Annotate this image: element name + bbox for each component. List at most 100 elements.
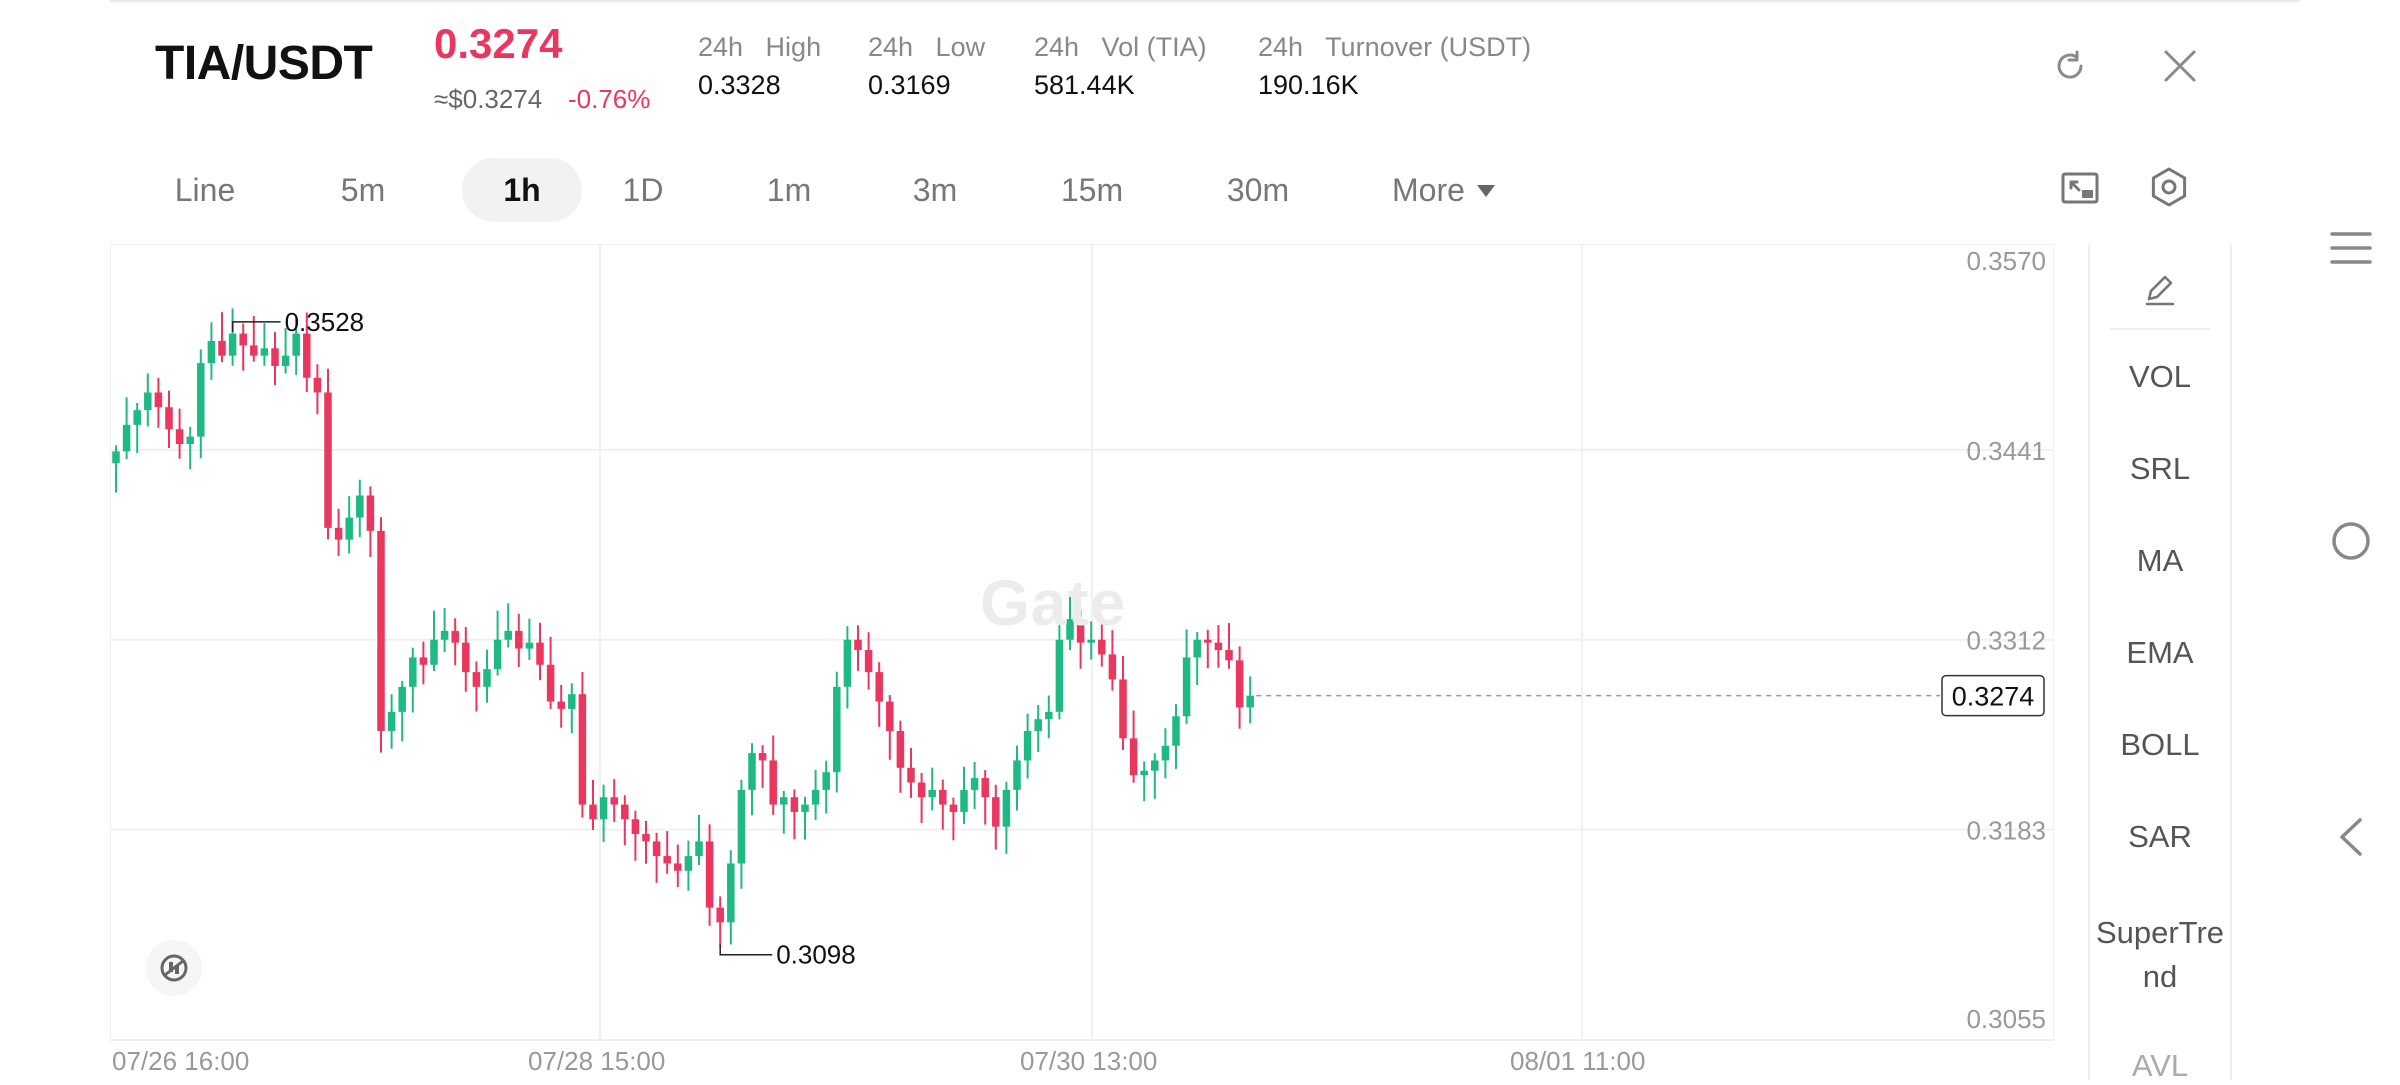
- chart-type-icon[interactable]: [146, 940, 202, 996]
- refresh-icon[interactable]: [2048, 44, 2092, 88]
- x-tick-label: 07/28 15:00: [528, 1046, 665, 1076]
- candle-body: [1172, 716, 1180, 746]
- tab-5m[interactable]: 5m: [340, 172, 386, 208]
- candle-body: [907, 767, 915, 783]
- indicator-boll[interactable]: BOLL: [2120, 727, 2200, 762]
- more-label: More: [1392, 172, 1465, 208]
- candle-body: [854, 639, 862, 651]
- indicator-avl[interactable]: AVL: [2131, 1048, 2189, 1083]
- change-percent: -0.76%: [568, 84, 651, 114]
- candle-body: [271, 348, 279, 366]
- candle-body: [1013, 760, 1021, 790]
- y-tick-label: 0.3055: [1966, 1004, 2046, 1034]
- indicator-ma[interactable]: MA: [2136, 543, 2184, 578]
- candle-body: [992, 797, 1000, 827]
- more-dropdown[interactable]: More: [1392, 158, 1512, 222]
- stat-24h-volume: 24h Vol (TIA) 581.44K: [1034, 32, 1207, 101]
- candle-body: [430, 639, 438, 665]
- indicator-srl[interactable]: SRL: [2129, 451, 2191, 486]
- menu-icon[interactable]: [2330, 230, 2372, 271]
- candle-body: [281, 355, 290, 366]
- candle-body: [769, 760, 777, 805]
- candle-body: [875, 672, 883, 702]
- indicator-vol[interactable]: VOL: [2128, 359, 2192, 394]
- tab-1d[interactable]: 1D: [622, 172, 664, 208]
- close-icon[interactable]: [2158, 44, 2202, 88]
- candle-body: [917, 782, 926, 798]
- candle-body: [695, 841, 703, 857]
- candle-body: [525, 642, 534, 649]
- settings-icon[interactable]: [2146, 164, 2192, 210]
- indicator-supertrend[interactable]: SuperTrend: [2095, 915, 2225, 994]
- candle-body: [1066, 619, 1074, 640]
- candle-body: [292, 333, 300, 356]
- candle-body: [1108, 654, 1117, 680]
- fullscreen-icon[interactable]: [2058, 166, 2102, 210]
- candle-body: [864, 650, 873, 673]
- back-icon[interactable]: [2336, 816, 2366, 863]
- candle-body: [589, 804, 597, 820]
- candle-body: [186, 436, 194, 444]
- candle-body: [250, 345, 258, 356]
- candle-body: [504, 630, 512, 640]
- candle-body: [674, 863, 682, 871]
- candle-body: [1246, 695, 1254, 708]
- stat-value: 190.16K: [1258, 70, 1359, 100]
- candle-body: [758, 753, 767, 761]
- tab-line[interactable]: Line: [174, 172, 236, 208]
- home-icon[interactable]: [2330, 520, 2372, 567]
- candle-body: [705, 841, 714, 908]
- y-tick-label: 0.3183: [1966, 816, 2046, 846]
- candle-body: [1140, 770, 1148, 776]
- low-marker-line: [719, 944, 773, 956]
- candle-body: [1129, 738, 1138, 776]
- pencil-icon[interactable]: [2138, 268, 2182, 312]
- candle-body: [780, 797, 788, 805]
- candle-body: [684, 856, 693, 871]
- candle-body: [1204, 639, 1212, 643]
- candle-body: [409, 657, 417, 687]
- candle-body: [228, 333, 237, 356]
- candle-body: [939, 789, 947, 805]
- indicator-ema[interactable]: EMA: [2126, 635, 2194, 670]
- candle-body: [493, 639, 502, 670]
- high-price-label: 0.3528: [285, 307, 365, 337]
- y-tick-label: 0.3312: [1966, 626, 2046, 656]
- candle-body: [1045, 711, 1053, 720]
- y-tick-label: 0.3441: [1966, 436, 2046, 466]
- stat-value: 581.44K: [1034, 70, 1135, 100]
- stat-24h-high: 24h High 0.3328: [698, 32, 821, 101]
- candle-body: [949, 804, 958, 812]
- candle-body: [440, 630, 449, 640]
- tab-15m[interactable]: 15m: [1060, 172, 1124, 208]
- candle-body: [843, 639, 852, 687]
- candlestick-chart[interactable]: 0.3570 0.3441 0.3312 0.3183 0.3055 07/26 16:0…: [109, 243, 2055, 1080]
- tab-1h[interactable]: 1h: [462, 158, 582, 222]
- candle-body: [1225, 650, 1233, 661]
- candle-body: [175, 429, 184, 444]
- tab-3m[interactable]: 3m: [912, 172, 958, 208]
- last-price: 0.3274: [434, 20, 563, 67]
- tab-30m[interactable]: 30m: [1226, 172, 1290, 208]
- low-price-label: 0.3098: [776, 940, 856, 970]
- candle-body: [144, 392, 152, 411]
- candle-body: [737, 789, 746, 864]
- current-price-tag: [1941, 674, 2045, 717]
- candle-body: [1002, 789, 1011, 827]
- candle-body: [960, 789, 968, 812]
- chart-canvas[interactable]: 0.3570 0.3441 0.3312 0.3183 0.3055 07/26 16:0…: [109, 243, 2055, 1080]
- candle-body: [334, 527, 343, 540]
- trading-pair[interactable]: TIA/USDT: [155, 37, 373, 90]
- indicator-sar[interactable]: SAR: [2128, 819, 2192, 854]
- tab-1m[interactable]: 1m: [766, 172, 812, 208]
- candle-body: [398, 686, 406, 712]
- candle-body: [472, 672, 481, 687]
- candle-body: [568, 694, 576, 709]
- candle-body: [833, 686, 841, 773]
- candle-body: [536, 642, 544, 665]
- candle-body: [1087, 639, 1095, 643]
- stat-label: 24h Low: [868, 32, 986, 62]
- y-tick-label: 0.3570: [1966, 246, 2046, 276]
- stat-24h-turnover: 24h Turnover (USDT) 190.16K: [1258, 32, 1531, 101]
- candle-body: [727, 863, 735, 923]
